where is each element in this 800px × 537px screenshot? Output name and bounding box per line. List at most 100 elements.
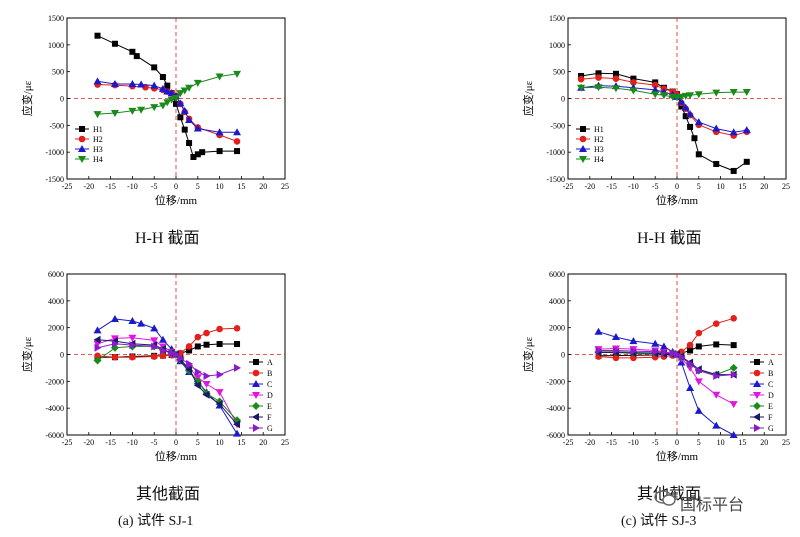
legend-label-H3: H3 [93, 145, 103, 154]
data-point-H4 [233, 70, 242, 78]
x-tick-label: 15 [237, 182, 245, 191]
data-point-H4 [686, 92, 695, 100]
data-point-H1 [194, 151, 201, 158]
y-tick-label: -2000 [45, 377, 64, 386]
chat-bubble-icon [654, 490, 676, 506]
data-point-H3 [677, 97, 686, 105]
x-tick-label: 20 [760, 182, 768, 191]
data-point-B [695, 329, 703, 337]
x-tick-label: 10 [717, 182, 725, 191]
data-point-H1 [129, 48, 136, 55]
data-point-H3 [137, 80, 146, 88]
data-point-B [150, 353, 158, 360]
x-tick-label: -5 [151, 182, 158, 191]
data-point-H3 [176, 99, 185, 107]
data-point-C [150, 324, 159, 332]
legend-marker-H4 [78, 156, 86, 163]
data-point-B [730, 314, 737, 322]
y-tick-label: 1500 [48, 14, 64, 23]
x-tick-label: 0 [675, 438, 679, 447]
data-point-H1 [713, 160, 720, 167]
data-point-H3 [742, 126, 751, 134]
x-tick-label: 0 [174, 182, 178, 191]
data-point-H1 [181, 126, 188, 133]
data-point-B [94, 352, 101, 360]
x-axis-label: 位移/mm [656, 193, 699, 207]
data-point-H1 [177, 114, 184, 121]
x-tick-label: 25 [281, 438, 289, 447]
data-point-G [630, 347, 638, 356]
data-point-G [168, 349, 176, 358]
data-point-H3 [180, 106, 189, 114]
data-point-H2 [577, 75, 585, 83]
data-point-G [151, 342, 159, 351]
data-point-H3 [681, 103, 690, 111]
x-tick-label: 10 [717, 438, 725, 447]
data-point-C [629, 337, 638, 345]
legend-marker-H2 [78, 135, 86, 143]
data-point-H4 [137, 106, 146, 114]
data-point-H4 [163, 99, 172, 107]
data-point-G [652, 347, 660, 356]
data-point-C [611, 333, 620, 341]
data-point-H4 [172, 94, 180, 102]
x-tick-label: 10 [216, 438, 224, 447]
data-point-H3 [158, 84, 167, 92]
data-point-G [194, 367, 202, 376]
data-point-H3 [694, 118, 703, 126]
data-point-G [129, 341, 137, 350]
legend-label-F: F [768, 413, 773, 422]
x-tick-label: -5 [652, 182, 659, 191]
data-point-H4 [158, 102, 167, 110]
data-point-A [695, 343, 702, 350]
legend-label-F: F [267, 413, 272, 422]
y-tick-label: 1000 [549, 41, 565, 50]
data-point-H2 [630, 79, 637, 86]
x-axis-label: 位移/mm [656, 449, 699, 463]
data-point-A [216, 341, 223, 348]
data-point-G [669, 349, 677, 358]
legend-marker-F [252, 413, 259, 421]
data-point-H2 [595, 74, 602, 81]
data-point-G [678, 353, 686, 362]
data-point-H4 [694, 91, 703, 99]
data-point-B [203, 329, 210, 337]
y-tick-label: -4000 [45, 404, 64, 413]
x-tick-label: 25 [782, 182, 790, 191]
x-tick-label: -15 [105, 438, 116, 447]
data-point-H1 [595, 70, 602, 77]
y-tick-label: 0 [561, 95, 565, 104]
data-point-F [202, 390, 210, 399]
data-point-H4 [167, 96, 176, 104]
legend-marker-G [253, 424, 260, 432]
y-tick-label: 6000 [549, 270, 565, 279]
data-point-H2 [233, 138, 241, 145]
legend-marker-D [753, 392, 761, 399]
x-tick-label: 20 [760, 438, 768, 447]
data-point-B [185, 343, 193, 350]
data-point-D [694, 378, 703, 386]
legend-label-A: A [267, 358, 273, 367]
data-point-A [713, 341, 720, 348]
data-point-A [730, 342, 737, 349]
data-point-H1 [164, 82, 171, 89]
legend-marker-E [753, 402, 761, 410]
x-tick-label: 15 [237, 438, 245, 447]
legend-marker-A [754, 359, 760, 365]
data-point-H1 [151, 64, 158, 71]
data-point-H4 [577, 84, 586, 92]
data-point-H2 [612, 75, 620, 82]
data-point-F [233, 420, 241, 429]
y-tick-label: -1500 [546, 175, 565, 184]
x-tick-label: -10 [628, 438, 639, 447]
data-point-G [111, 339, 119, 348]
data-point-H4 [629, 87, 638, 95]
y-tick-label: -1500 [45, 175, 64, 184]
legend-marker-F [753, 413, 760, 421]
legend-marker-B [252, 369, 260, 377]
x-tick-label: 25 [782, 438, 790, 447]
legend-marker-H3 [579, 145, 587, 152]
data-point-G [159, 346, 167, 355]
data-point-G [595, 346, 603, 355]
data-point-H3 [185, 115, 194, 123]
